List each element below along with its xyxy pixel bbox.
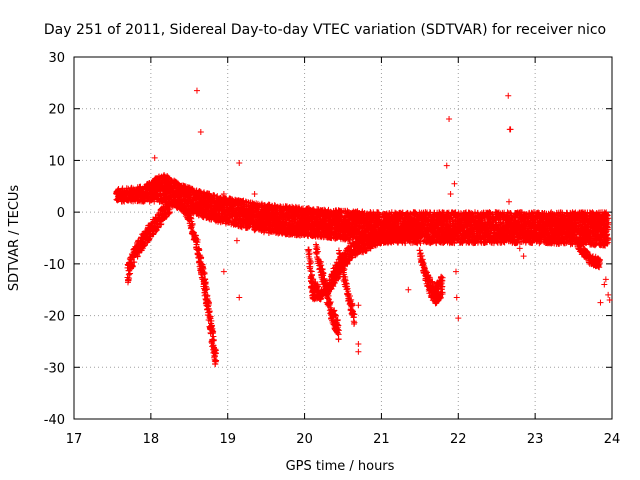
data-point xyxy=(189,185,196,192)
x-tick-label: 23 xyxy=(527,432,544,447)
plot-frame xyxy=(73,56,613,420)
y-tick-label: -40 xyxy=(44,413,65,428)
x-tick-label: 19 xyxy=(219,432,236,447)
y-tick-label: 30 xyxy=(48,51,65,66)
y-tick-label: 20 xyxy=(48,103,65,118)
y-axis: 30 20 10 0 -10 -20 -30 -40 xyxy=(44,51,612,428)
y-tick-label: -20 xyxy=(44,310,65,325)
x-tick-label: 20 xyxy=(296,432,313,447)
x-tick-label: 21 xyxy=(373,432,390,447)
x-axis: 17 18 19 20 21 22 23 24 xyxy=(66,57,621,447)
y-tick-label: 10 xyxy=(48,154,65,169)
x-tick-label: 22 xyxy=(450,432,467,447)
x-tick-label: 17 xyxy=(66,432,83,447)
y-tick-label: -10 xyxy=(44,258,65,273)
y-tick-label: 0 xyxy=(57,206,65,221)
x-tick-label: 24 xyxy=(604,432,621,447)
data-point xyxy=(151,198,158,205)
y-tick-label: -30 xyxy=(44,361,65,376)
x-tick-label: 18 xyxy=(143,432,160,447)
chart-title: Day 251 of 2011, Sidereal Day-to-day VTE… xyxy=(44,22,606,38)
data-points xyxy=(113,87,613,368)
